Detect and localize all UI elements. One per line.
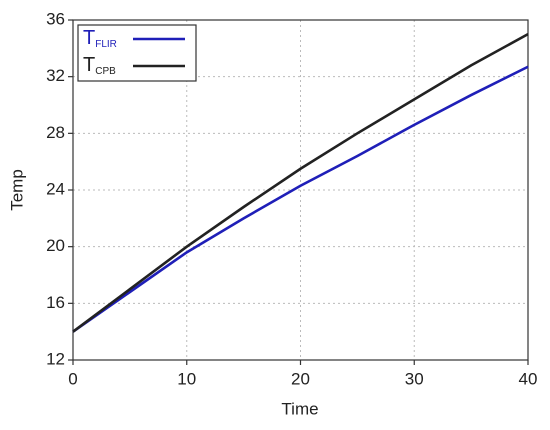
x-tick-label: 30 [405, 369, 424, 388]
y-tick-label: 32 [46, 66, 65, 85]
y-tick-label: 12 [46, 349, 65, 368]
x-tick-label: 10 [177, 369, 196, 388]
x-tick-label: 40 [519, 369, 538, 388]
y-tick-label: 36 [46, 9, 65, 28]
legend-label: TCPB [83, 54, 116, 76]
legend: TFLIR TCPB [77, 24, 197, 82]
y-tick-label: 24 [46, 179, 65, 198]
y-tick-label: 16 [46, 293, 65, 312]
line-series [72, 33, 529, 333]
x-tick-label: 20 [291, 369, 310, 388]
y-axis-label: Temp [7, 169, 26, 211]
plot-frame [72, 19, 529, 361]
x-axis-label: Time [281, 399, 318, 418]
y-tick-label: 20 [46, 236, 65, 255]
legend-box [77, 24, 197, 82]
legend-label: TFLIR [83, 27, 117, 49]
line-series [72, 65, 529, 333]
x-tick-label: 0 [68, 369, 77, 388]
y-tick-label: 28 [46, 123, 65, 142]
